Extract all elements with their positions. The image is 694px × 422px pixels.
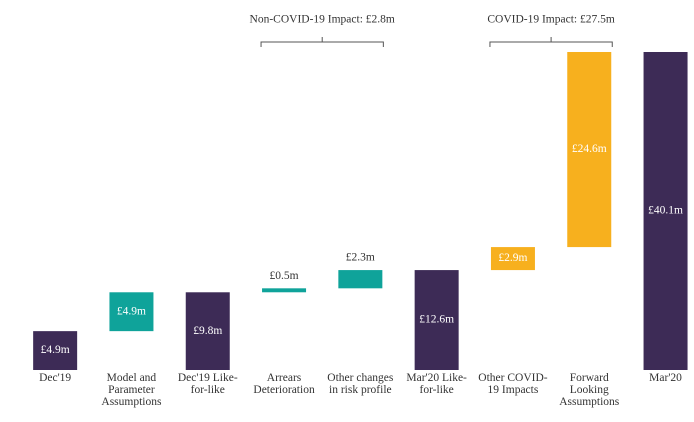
bar xyxy=(185,292,230,370)
value-label: £2.3m xyxy=(346,252,375,264)
bracket xyxy=(489,37,613,47)
bar xyxy=(643,52,688,370)
bar xyxy=(490,247,535,271)
annotation: COVID-19 Impact: £27.5m xyxy=(487,14,614,26)
bar xyxy=(567,52,612,248)
x-tick-label: Dec'19 Like-for-like xyxy=(177,372,238,396)
value-label: £40.1m xyxy=(648,205,683,217)
value-label: £2.9m xyxy=(498,252,527,264)
bracket xyxy=(260,37,384,47)
bar xyxy=(33,331,78,370)
x-tick-label: Other COVID-19 Impacts xyxy=(478,372,548,396)
value-label: £0.5m xyxy=(270,270,299,282)
x-tick-label: Model and Parameter Assumptions xyxy=(101,372,162,408)
x-tick-label: Other changes in risk profile xyxy=(327,372,394,396)
x-tick-label: Dec'19 xyxy=(39,372,72,384)
x-tick-label: Arrears Deterioration xyxy=(253,372,315,396)
value-label: £24.6m xyxy=(572,143,607,155)
value-label: £4.9m xyxy=(41,344,70,356)
x-tick-label: Forward Looking Assumptions xyxy=(559,372,620,408)
annotation: Non-COVID-19 Impact: £2.8m xyxy=(250,14,395,26)
x-tick-label: Mar'20 xyxy=(649,372,682,384)
value-label: £12.6m xyxy=(419,314,454,326)
bar xyxy=(338,270,383,289)
value-label: £9.8m xyxy=(193,325,222,337)
value-label: £4.9m xyxy=(117,305,146,317)
bar xyxy=(414,270,459,370)
bar xyxy=(109,292,154,332)
x-tick-label: Mar'20 Like-for-like xyxy=(406,372,467,396)
bar xyxy=(262,288,307,293)
